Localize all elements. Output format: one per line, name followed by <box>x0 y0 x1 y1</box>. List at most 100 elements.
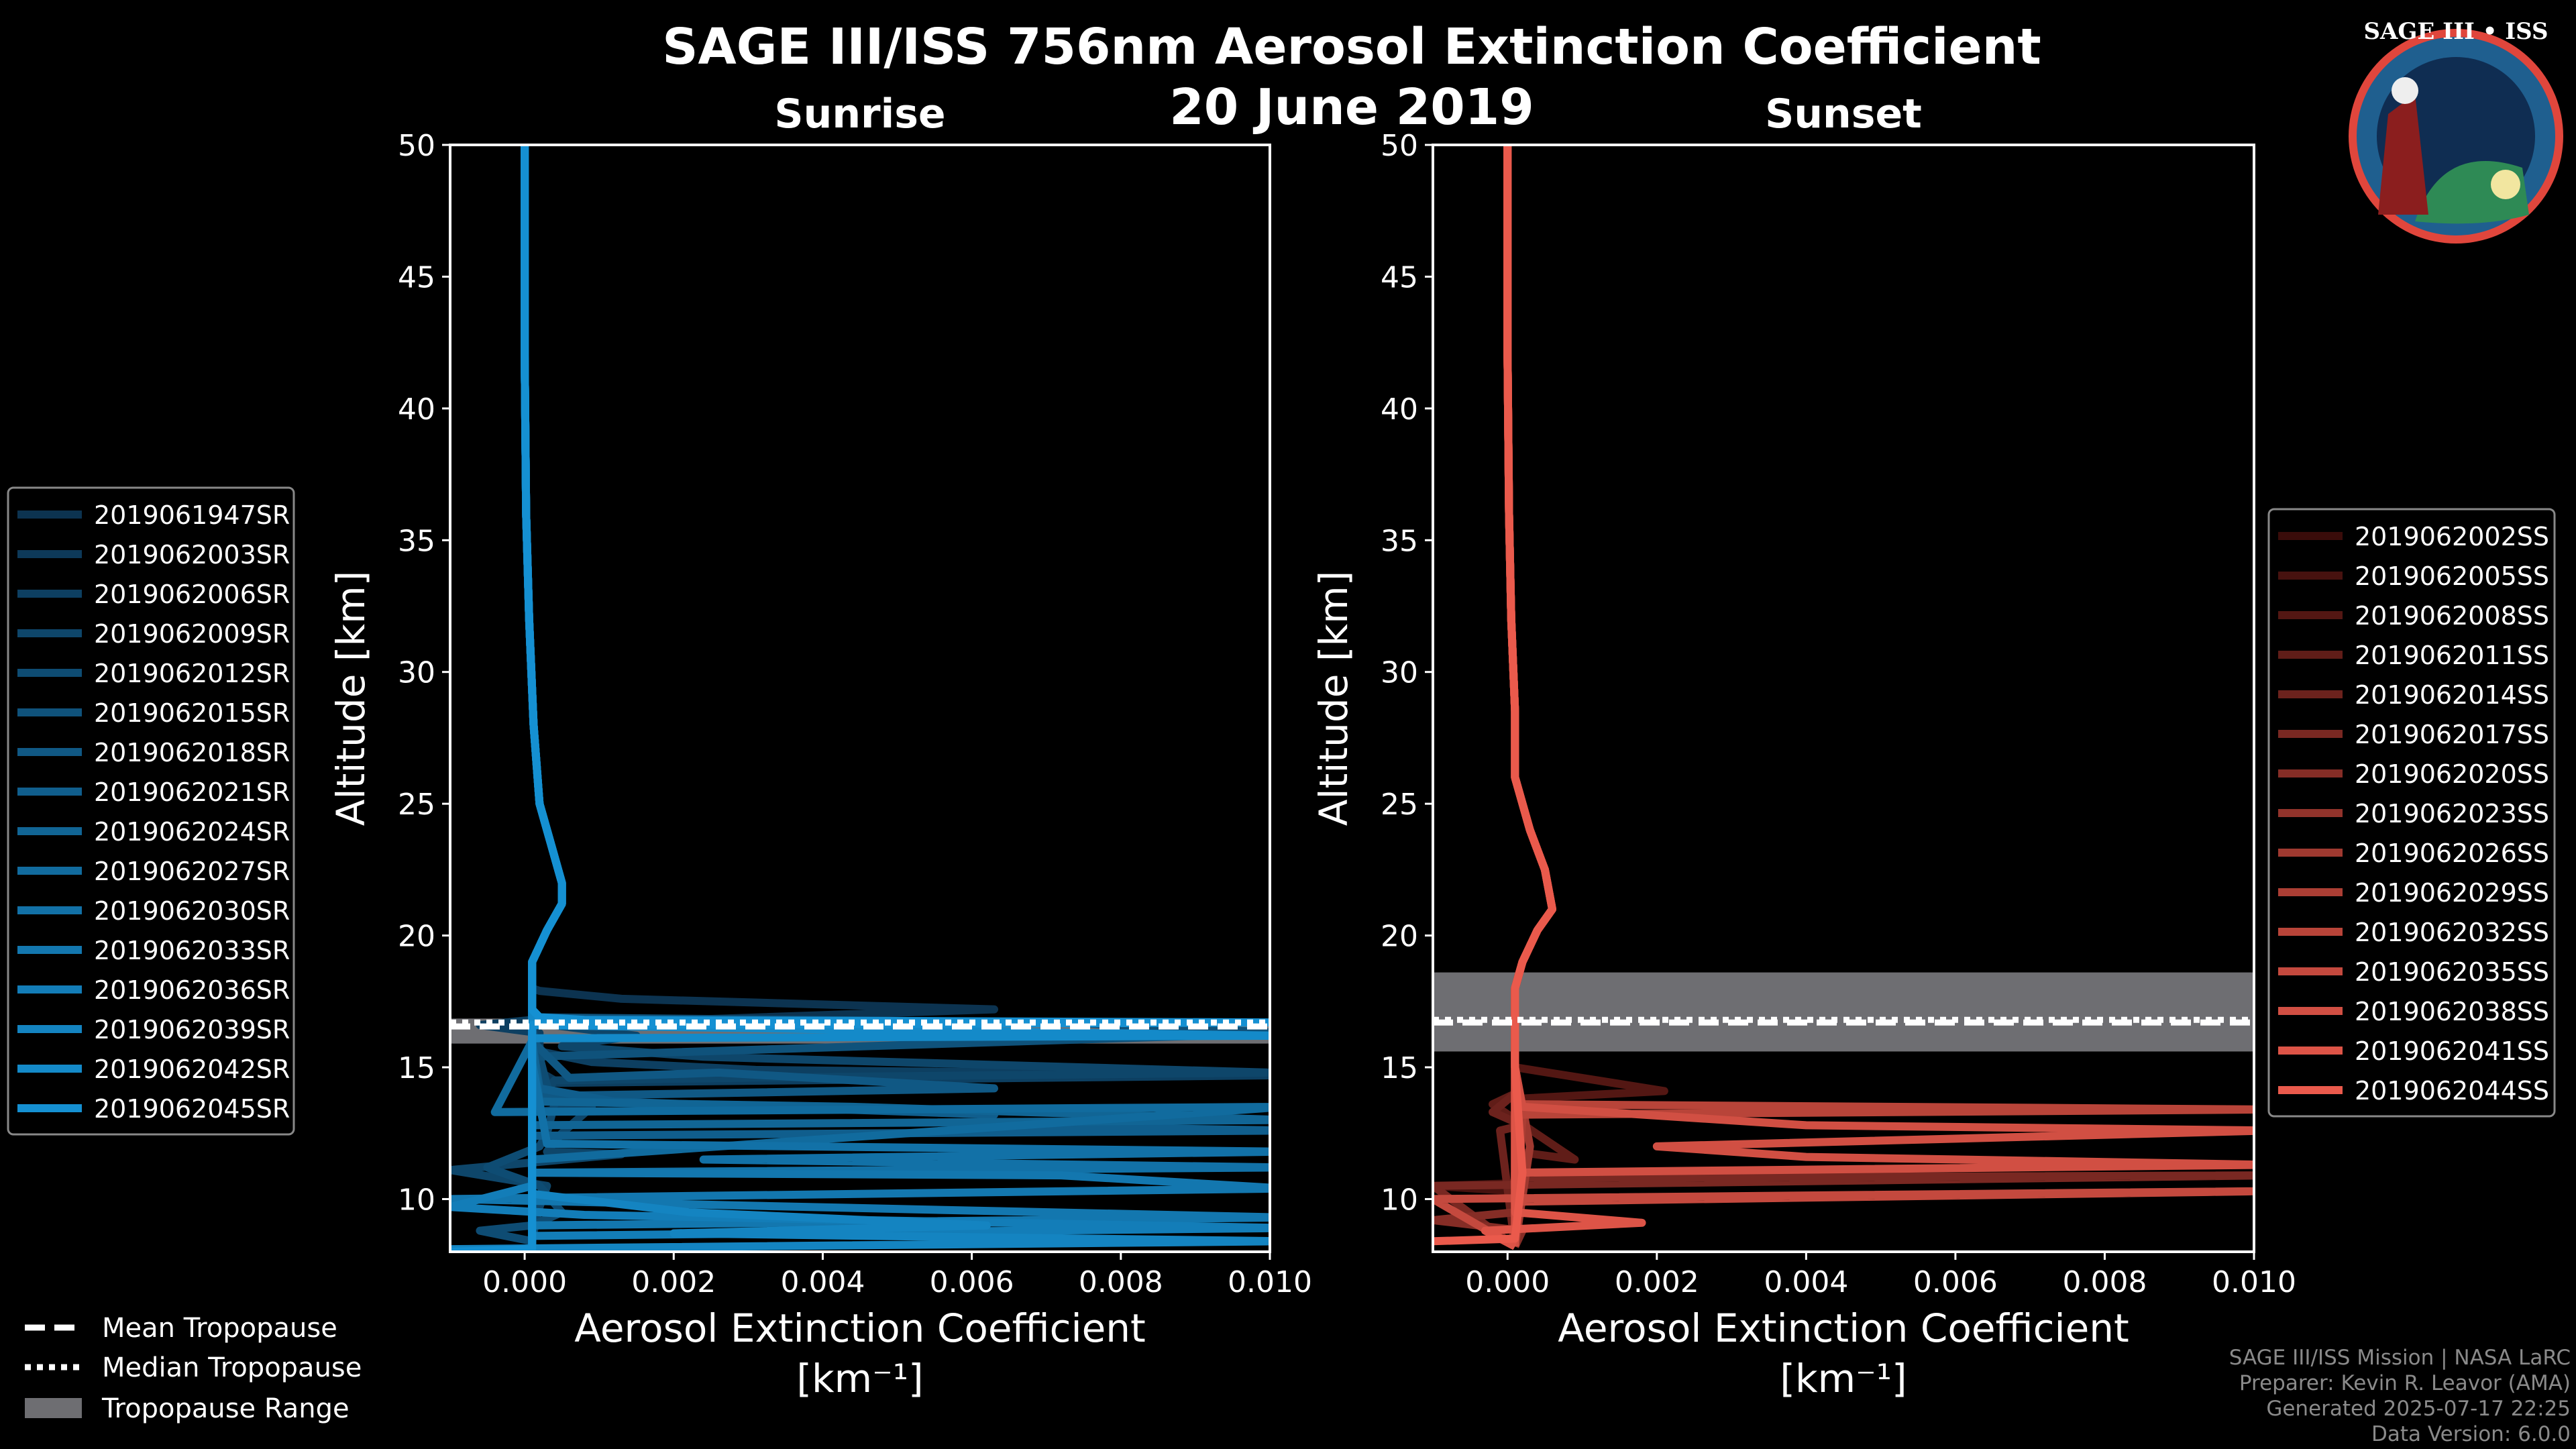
tropopause-legend-entry: Mean Tropopause <box>102 1313 337 1344</box>
figure-date: 20 June 2019 <box>1169 78 1534 136</box>
legend-entry: 2019062032SS <box>2355 918 2549 947</box>
legend-entry: 2019062030SR <box>94 896 290 926</box>
y-tick-label: 40 <box>398 392 435 427</box>
logo-figure-head <box>2392 77 2418 104</box>
plot-area <box>1433 145 2254 1250</box>
credits: SAGE III/ISS Mission | NASA LaRC Prepare… <box>2229 1345 2571 1447</box>
x-tick-label: 0.010 <box>1228 1265 1312 1299</box>
legend-entry: 2019062012SR <box>94 659 290 688</box>
y-axis-label: Altitude [km] <box>328 571 374 826</box>
legend-entry: 2019062021SR <box>94 777 290 807</box>
legend-entry: 2019062042SR <box>94 1055 290 1084</box>
x-tick-label: 0.008 <box>2062 1265 2147 1299</box>
y-tick-label: 25 <box>1381 788 1418 822</box>
x-axis-unit: [km⁻¹] <box>796 1356 923 1401</box>
legend-entry: 2019062015SR <box>94 698 290 728</box>
profile-2019062014SS <box>1489 145 1556 1247</box>
logo-figure <box>2378 94 2428 215</box>
legend-entry: 2019062011SS <box>2355 641 2549 670</box>
x-axis-label: Aerosol Extinction Coefficient <box>574 1305 1146 1351</box>
y-tick-label: 30 <box>1381 656 1418 690</box>
y-tick-label: 50 <box>398 129 435 163</box>
legend-frame <box>7 486 295 1136</box>
legend-entry: 2019062006SR <box>94 580 290 609</box>
y-tick-label: 20 <box>1381 920 1418 954</box>
legend-entry: 2019062020SS <box>2355 759 2549 789</box>
profile-2019062045SR <box>450 145 1270 1252</box>
x-tick-label: 0.010 <box>2212 1265 2296 1299</box>
y-tick-label: 40 <box>1381 392 1418 427</box>
y-tick-label: 30 <box>398 656 435 690</box>
tropopause-range-band <box>1433 972 2254 1052</box>
legend-entry: 2019061947SR <box>94 500 290 530</box>
legend-entry: 2019062009SR <box>94 619 290 649</box>
credits-mission: SAGE III/ISS Mission | NASA LaRC <box>2229 1346 2571 1370</box>
legend-entry: 2019062041SS <box>2355 1036 2549 1066</box>
y-axis-label: Altitude [km] <box>1311 571 1356 826</box>
legend-entry: 2019062014SS <box>2355 680 2549 710</box>
panel-sunset: Sunset 10 15 20 25 30 35 40 45 50 0.000 0.002 0.004 0… <box>1311 91 2296 1401</box>
logo-title: SAGE III • ISS <box>2363 18 2548 45</box>
legend-entry: 2019062008SS <box>2355 601 2549 631</box>
legend-entry: 2019062029SS <box>2355 878 2549 908</box>
profile-2019062017SS <box>1433 145 2254 1250</box>
panel-sunrise: Sunrise 10 15 20 25 30 35 40 45 50 0.000 0.002 0.004… <box>328 91 1312 1401</box>
y-tick-label: 20 <box>398 920 435 954</box>
x-tick-label: 0.008 <box>1079 1265 1163 1299</box>
x-tick-label: 0.006 <box>1913 1265 1998 1299</box>
legend-entry: 2019062038SS <box>2355 997 2549 1026</box>
profile-2019062008SS <box>1503 145 1668 1247</box>
x-tick-label: 0.000 <box>482 1265 567 1299</box>
y-tick-label: 10 <box>398 1183 435 1217</box>
x-tick-label: 0.004 <box>1764 1265 1848 1299</box>
x-tick-label: 0.006 <box>930 1265 1014 1299</box>
legend-entry: 2019062003SR <box>94 540 290 570</box>
x-tick-label: 0.002 <box>1615 1265 1699 1299</box>
panel-title: Sunset <box>1765 91 1922 138</box>
legend-entry: 2019062002SS <box>2355 522 2549 551</box>
profile-2019062020SS <box>1433 145 1556 1248</box>
legend-sunrise: 2019061947SR 2019062003SR 2019062006SR 2019… <box>7 486 295 1136</box>
sage-iii-iss-logo: SAGE III • ISS <box>2349 18 2563 244</box>
profile-2019062044SS <box>1433 145 1556 1246</box>
logo-moon <box>2491 170 2520 199</box>
legend-entry: 2019062018SR <box>94 738 290 767</box>
axes-frame <box>1432 144 2255 1253</box>
credits-version: Data Version: 6.0.0 <box>2371 1422 2571 1446</box>
profile-2019062005SS <box>1433 145 1556 1247</box>
profile-2019062035SS <box>1433 145 2254 1250</box>
y-tick-label: 45 <box>398 260 435 294</box>
tropopause-legend-entry: Tropopause Range <box>101 1393 350 1424</box>
legend-entry: 2019062035SS <box>2355 957 2549 987</box>
legend-entry: 2019062017SS <box>2355 720 2549 749</box>
y-tick-label: 50 <box>1381 129 1418 163</box>
tropopause-range-swatch <box>25 1398 82 1418</box>
y-tick-label: 35 <box>398 524 435 558</box>
figure-title: SAGE III/ISS 756nm Aerosol Extinction Co… <box>662 18 2041 76</box>
legend-entry: 2019062033SR <box>94 936 290 965</box>
credits-preparer: Preparer: Kevin R. Leavor (AMA) <box>2239 1371 2571 1395</box>
legend-frame <box>2267 508 2556 1118</box>
legend-entry: 2019062024SR <box>94 817 290 847</box>
legend-entry: 2019062026SS <box>2355 839 2549 868</box>
x-axis-unit: [km⁻¹] <box>1780 1356 1907 1401</box>
x-tick-label: 0.002 <box>631 1265 716 1299</box>
legend-entry: 2019062045SR <box>94 1094 290 1124</box>
axes-frame <box>449 144 1271 1253</box>
panel-title: Sunrise <box>774 91 945 138</box>
tropopause-legend-entry: Median Tropopause <box>102 1352 362 1383</box>
credits-generated: Generated 2025-07-17 22:25 <box>2266 1397 2571 1421</box>
legend-entry: 2019062027SR <box>94 857 290 886</box>
y-tick-label: 25 <box>398 788 435 822</box>
tropopause-legend: Mean Tropopause Median Tropopause Tropopau… <box>25 1313 362 1424</box>
y-tick-label: 15 <box>1381 1051 1418 1085</box>
legend-entry: 2019062039SR <box>94 1015 290 1044</box>
y-tick-label: 10 <box>1381 1183 1418 1217</box>
x-axis-label: Aerosol Extinction Coefficient <box>1558 1305 2129 1351</box>
y-tick-label: 45 <box>1381 260 1418 294</box>
legend-entry: 2019062005SS <box>2355 561 2549 591</box>
legend-sunset: 2019062002SS 2019062005SS 2019062008SS 2019… <box>2267 508 2556 1118</box>
legend-entry: 2019062036SR <box>94 975 290 1005</box>
legend-entry: 2019062023SS <box>2355 799 2549 828</box>
